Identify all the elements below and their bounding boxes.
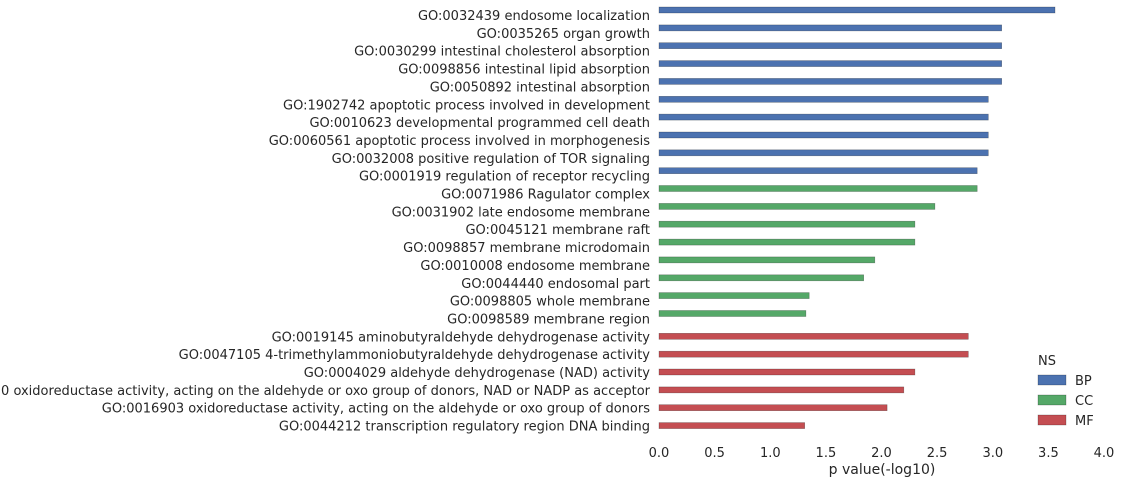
category-label: GO:0010623 developmental programmed cell… <box>309 116 650 131</box>
category-label: GO:0016620 oxidoreductase activity, acti… <box>0 384 651 399</box>
x-tick-label: 2.0 <box>871 446 892 461</box>
category-label: GO:0019145 aminobutyraldehyde dehydrogen… <box>272 330 651 345</box>
bar-bp <box>658 113 989 121</box>
bar-bp <box>658 96 989 103</box>
legend-label-mf: MF <box>1075 414 1094 429</box>
legend-label-cc: CC <box>1075 394 1093 409</box>
bar-mf <box>658 368 916 376</box>
bar-cc <box>658 185 978 192</box>
bar-cc <box>658 292 810 299</box>
legend-swatch-bp <box>1037 374 1067 386</box>
category-label: GO:0071986 Ragulator complex <box>441 188 650 203</box>
category-label: GO:0001919 regulation of receptor recycl… <box>359 170 650 185</box>
bar-bp <box>658 24 1003 32</box>
bar-cc <box>658 274 864 282</box>
x-tick-label: 3.5 <box>1038 446 1059 461</box>
category-label: GO:0044212 transcription regulatory regi… <box>279 420 650 435</box>
bar-bp <box>658 149 989 157</box>
category-label: GO:0004029 aldehyde dehydrogenase (NAD) … <box>304 366 651 381</box>
category-label: GO:0044440 endosomal part <box>461 277 650 292</box>
legend-title: NS <box>1038 354 1056 369</box>
x-axis-label: p value(-log10) <box>829 462 936 478</box>
x-axis-ticks: 0.0 0.5 1.0 1.5 2.0 2.5 3.0 3.5 4.0 <box>649 446 1115 461</box>
bar-cc <box>658 220 916 228</box>
legend-swatch-mf <box>1037 414 1067 426</box>
legend: NS BP CC MF <box>1037 354 1094 429</box>
category-label: GO:0030299 intestinal cholesterol absorp… <box>354 45 650 60</box>
bar-cc <box>658 238 916 246</box>
legend-label-bp: BP <box>1075 374 1092 389</box>
bar-bp <box>658 42 1003 50</box>
bars-group <box>658 6 1056 429</box>
bar-cc <box>658 310 807 317</box>
legend-swatch-cc <box>1037 394 1067 406</box>
bar-bp <box>658 131 989 139</box>
bar-bp <box>658 167 978 174</box>
x-tick-label: 3.0 <box>982 446 1003 461</box>
category-label: GO:0032008 positive regulation of TOR si… <box>332 152 650 167</box>
bar-cc <box>658 256 876 264</box>
bar-mf <box>658 350 969 358</box>
category-label: GO:0098805 whole membrane <box>450 295 650 310</box>
bar-bp <box>658 6 1056 14</box>
category-label: GO:0047105 4-trimethylammoniobutyraldehy… <box>179 348 651 363</box>
x-tick-label: 0.0 <box>649 446 670 461</box>
category-label: GO:0098589 membrane region <box>447 313 650 328</box>
category-labels: GO:0032439 endosome localization GO:00352… <box>0 9 651 435</box>
category-label: GO:0032439 endosome localization <box>418 9 650 24</box>
bar-mf <box>658 404 888 412</box>
category-label: GO:0010008 endosome membrane <box>420 259 650 274</box>
category-label: GO:0016903 oxidoreductase activity, acti… <box>102 402 650 417</box>
bar-bp <box>658 60 1003 67</box>
category-label: GO:0045121 membrane raft <box>465 223 650 238</box>
category-label: GO:0098856 intestinal lipid absorption <box>398 63 650 78</box>
x-tick-label: 2.5 <box>927 446 948 461</box>
category-label: GO:0035265 organ growth <box>477 27 650 42</box>
x-tick-label: 0.5 <box>704 446 725 461</box>
x-tick-label: 1.0 <box>760 446 781 461</box>
category-label: GO:0031902 late endosome membrane <box>392 205 650 220</box>
category-label: GO:0098857 membrane microdomain <box>403 241 650 256</box>
category-label: GO:0050892 intestinal absorption <box>430 80 650 95</box>
x-tick-label: 1.5 <box>816 446 837 461</box>
bar-cc <box>658 203 936 210</box>
category-label: GO:1902742 apoptotic process involved in… <box>283 98 650 113</box>
bar-bp <box>658 78 1003 85</box>
bar-mf <box>658 386 905 394</box>
bar-mf <box>658 422 805 429</box>
category-label: GO:0060561 apoptotic process involved in… <box>269 134 650 149</box>
x-tick-label: 4.0 <box>1094 446 1115 461</box>
bar-mf <box>658 332 969 340</box>
